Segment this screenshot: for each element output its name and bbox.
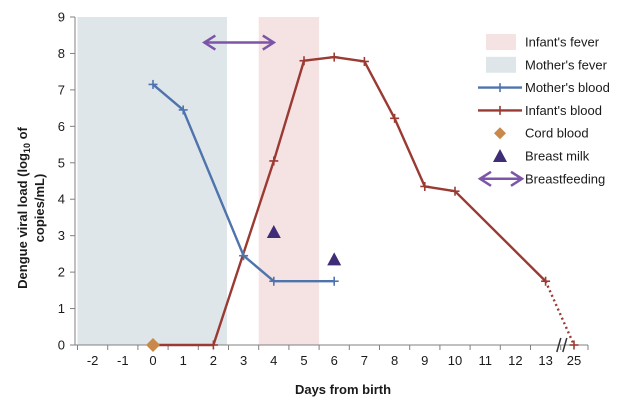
x-tick-label: -1 [117,353,129,368]
legend-swatch-marker [493,149,507,162]
legend-item-infant-fever: Infant's fever [486,34,600,50]
x-tick-label: 13 [538,353,552,368]
legend-label: Breast milk [525,149,590,164]
x-tick-label: 7 [361,353,368,368]
legend-label: Infant's fever [525,35,600,50]
legend-label: Breastfeeding [525,171,605,186]
x-tick-label: -2 [87,353,99,368]
axis-break-mark [556,337,562,353]
legend-swatch [486,34,516,50]
x-tick-label: 6 [331,353,338,368]
infant-fever-band [258,17,320,345]
y-axis-title-group: Dengue viral load (log10 ofcopies/mL) [15,126,47,288]
legend-item-breast-milk: Breast milk [493,149,590,164]
arrow-head-left [202,34,217,51]
legend-item-mother-fever: Mother's fever [486,56,608,73]
x-tick-label: 2 [210,353,217,368]
breastfeeding-arrow-layer [202,34,277,51]
breast-milk-point [327,252,342,266]
y-tick-label: 4 [58,192,65,207]
x-tick-label: 9 [421,353,428,368]
x-tick-label: 0 [149,353,156,368]
legend-label: Infant's blood [525,103,602,118]
x-tick-labels: -2 -1 0 1 2 3 4 5 6 7 8 9 10 11 12 13 25 [87,353,581,368]
legend-item-infant-blood: Infant's blood [478,103,602,118]
y-tick-label: 0 [58,338,65,353]
legend-swatch-arrow [477,170,525,187]
y-tick-label: 2 [58,265,65,280]
y-tick-label: 8 [58,46,65,61]
x-tick-label: 10 [448,353,462,368]
legend-item-mother-blood: Mother's blood [478,80,610,95]
shaded-periods [77,17,320,345]
breastfeeding-arrow [202,34,277,51]
y-tick-labels: 0 1 2 3 4 5 6 7 8 9 [58,10,65,353]
legend-label: Mother's fever [525,57,608,72]
x-tick-label: 4 [270,353,277,368]
arrow-head-left [477,170,492,187]
y-tick-label: 6 [58,119,65,134]
y-tick-label: 5 [58,155,65,170]
x-axis-title: Days from birth [295,382,391,397]
axis-break-mark [562,337,568,353]
mother-fever-band [77,17,227,345]
legend: Infant's fever Mother's fever Mother's blo… [477,34,610,187]
cord-blood-point [146,338,160,352]
series-layer [146,52,579,352]
x-tick-label: 25 [567,353,581,368]
y-axis-title: Dengue viral load (log10 ofcopies/mL) [15,126,47,288]
legend-swatch-marker [494,127,506,140]
x-tick-label: 5 [300,353,307,368]
legend-label: Mother's blood [525,80,610,95]
x-tick-label: 3 [240,353,247,368]
y-tick-label: 7 [58,82,65,97]
breast-milk-point [266,225,281,239]
x-tick-label: 8 [391,353,398,368]
arrow-head-right [262,34,277,51]
x-tick-label: 1 [180,353,187,368]
infant-blood-dotted-tail [544,280,576,346]
legend-swatch [486,56,516,73]
legend-item-cord-blood: Cord blood [494,126,589,141]
arrow-head-right [510,170,525,187]
y-tick-label: 9 [58,10,65,25]
x-tick-label: 11 [478,353,492,368]
x-tick-label: 12 [508,353,522,368]
y-tick-label: 1 [58,301,65,316]
legend-item-breastfeeding: Breastfeeding [477,170,605,187]
legend-label: Cord blood [525,126,589,141]
y-tick-label: 3 [58,228,65,243]
